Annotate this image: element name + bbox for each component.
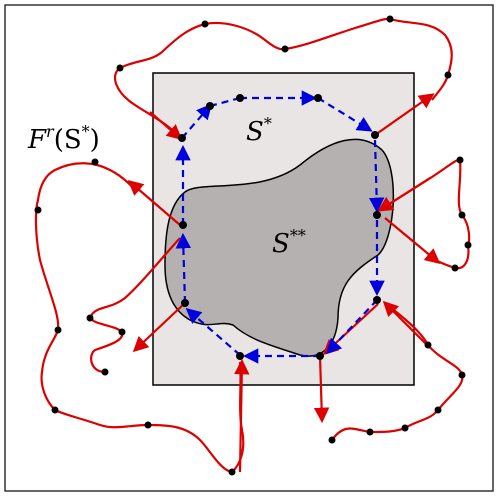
vertex-dot [451, 264, 459, 272]
outer-segment-left-zig-arrow [132, 302, 186, 353]
vertex-dot [371, 131, 379, 139]
vertex-dot [458, 371, 466, 379]
vertex-dot [144, 421, 152, 429]
blue-edge-4 [317, 97, 373, 132]
label-outer-region: Fr(S*) [27, 122, 100, 155]
vertex-dot [314, 94, 322, 102]
vertex-dot [373, 211, 381, 219]
outer-segment-top-arrow [149, 111, 183, 141]
vertex-dot [206, 102, 214, 110]
vertex-dot [464, 241, 472, 249]
vertex-dot [34, 206, 42, 214]
outer-segment-right-out-arrow [384, 217, 441, 264]
vertex-dot [236, 352, 244, 360]
vertex-dot [366, 428, 374, 436]
outer-segment-bottom-right-arrow [382, 300, 431, 349]
vertex-dot [373, 296, 381, 304]
vertex-dot [181, 299, 189, 307]
vertex-dot [281, 45, 289, 53]
vertex-dot [116, 64, 124, 72]
vertex-dot [434, 406, 442, 414]
vertex-dot [101, 368, 109, 376]
vertex-dot [54, 326, 62, 334]
outer-segment-left-top-arrow [127, 179, 181, 226]
core-region-blob [164, 138, 395, 357]
outer-frame [4, 4, 494, 492]
vertex-dot [91, 158, 99, 166]
vertex-dot [236, 94, 244, 102]
vertex-dot [51, 406, 59, 414]
vertices [34, 15, 472, 476]
outer-segment-left-zig [88, 237, 181, 374]
vertex-dot [401, 424, 409, 432]
vertex-dot [118, 328, 126, 336]
vertex-dot [444, 71, 452, 79]
vertex-dot [316, 352, 324, 360]
label-inner-region: S* [246, 114, 272, 147]
vertex-dot [178, 134, 186, 142]
vertex-dot [328, 436, 336, 444]
blue-edge-2 [209, 96, 241, 108]
outer-segment-right-up-arrow [374, 93, 435, 136]
vertex-dot [228, 468, 236, 476]
vertex-dot [458, 211, 466, 219]
vertex-dot [179, 221, 187, 229]
outer-segment-down-arrow [313, 355, 330, 424]
vertex-dot [386, 15, 394, 23]
outer-segment-right-in-arrow [377, 177, 431, 212]
inner-blue-cycle [175, 90, 385, 364]
label-core-region: S** [272, 226, 306, 259]
vertex-dot [201, 20, 209, 28]
vertex-dot [86, 314, 94, 322]
vertex-dot [424, 341, 432, 349]
vertex-dot [456, 156, 464, 164]
outer-segment-up-arrow [234, 358, 250, 473]
